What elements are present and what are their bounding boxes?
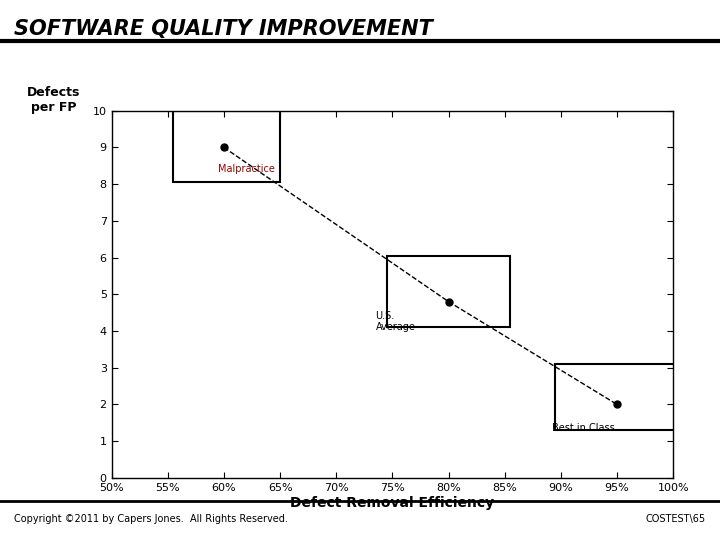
Text: COSTEST\65: COSTEST\65: [645, 515, 706, 524]
Text: Best in Class: Best in Class: [552, 423, 615, 433]
Bar: [174, 111, 280, 183]
Text: SOFTWARE QUALITY IMPROVEMENT: SOFTWARE QUALITY IMPROVEMENT: [14, 19, 433, 39]
Text: Copyright ©2011 by Capers Jones.  All Rights Reserved.: Copyright ©2011 by Capers Jones. All Rig…: [14, 515, 288, 524]
Bar: [555, 364, 675, 430]
Bar: [387, 256, 510, 327]
Text: Malpractice: Malpractice: [218, 164, 275, 174]
Text: U.S.
Average: U.S. Average: [376, 311, 415, 333]
Text: Defect Removal Efficiency: Defect Removal Efficiency: [290, 496, 495, 510]
Text: Defects
per FP: Defects per FP: [27, 86, 81, 114]
